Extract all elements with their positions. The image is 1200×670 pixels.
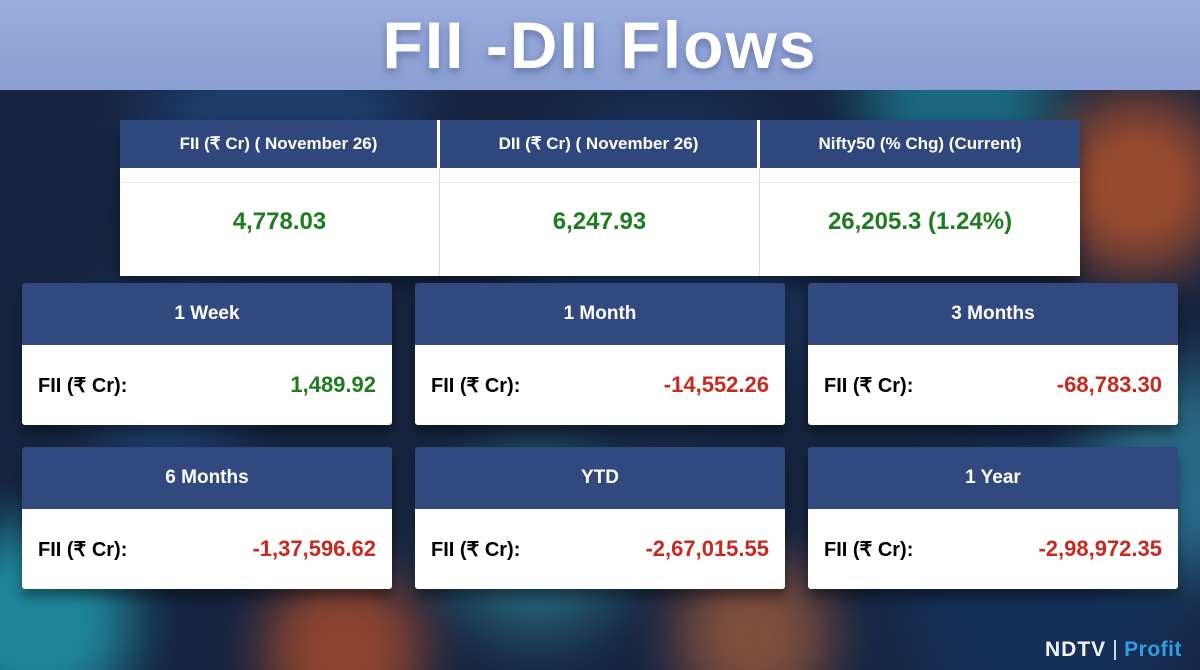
card-body: FII (₹ Cr): 1,489.92 [22, 345, 392, 425]
card-title: 6 Months [22, 447, 392, 509]
card-label: FII (₹ Cr): [38, 538, 128, 561]
summary-value-fii: 4,778.03 [120, 168, 440, 276]
card-body: FII (₹ Cr): -14,552.26 [415, 345, 785, 425]
period-card-ytd: YTD FII (₹ Cr): -2,67,015.55 [415, 447, 785, 589]
card-value: -1,37,596.62 [252, 536, 376, 561]
card-title: 3 Months [808, 283, 1178, 345]
card-label: FII (₹ Cr): [431, 538, 521, 561]
card-label: FII (₹ Cr): [431, 374, 521, 397]
period-card-3-months: 3 Months FII (₹ Cr): -68,783.30 [808, 283, 1178, 425]
summary-header-nifty: Nifty50 (% Chg) (Current) [760, 120, 1080, 168]
period-card-6-months: 6 Months FII (₹ Cr): -1,37,596.62 [22, 447, 392, 589]
card-title: 1 Week [22, 283, 392, 345]
card-label: FII (₹ Cr): [38, 374, 128, 397]
page-title: FII -DII Flows [382, 8, 818, 82]
summary-header-fii: FII (₹ Cr) ( November 26) [120, 120, 440, 168]
card-body: FII (₹ Cr): -2,98,972.35 [808, 509, 1178, 589]
title-banner: FII -DII Flows [0, 0, 1200, 90]
summary-header-dii: DII (₹ Cr) ( November 26) [440, 120, 760, 168]
card-title: YTD [415, 447, 785, 509]
ndtv-profit-logo: NDTV Profit [1045, 638, 1182, 662]
dii-value: 6,247.93 [552, 208, 647, 235]
summary-value-dii: 6,247.93 [440, 168, 760, 276]
profit-wordmark: Profit [1124, 638, 1182, 661]
fii-value: 4,778.03 [232, 208, 327, 235]
ndtv-wordmark: NDTV [1045, 638, 1107, 661]
summary-value-nifty: 26,205.3 (1.24%) [760, 168, 1080, 276]
card-value: -68,783.30 [1056, 372, 1162, 397]
card-body: FII (₹ Cr): -2,67,015.55 [415, 509, 785, 589]
card-value: -2,67,015.55 [645, 536, 769, 561]
period-card-1-month: 1 Month FII (₹ Cr): -14,552.26 [415, 283, 785, 425]
card-label: FII (₹ Cr): [824, 538, 914, 561]
card-body: FII (₹ Cr): -1,37,596.62 [22, 509, 392, 589]
card-body: FII (₹ Cr): -68,783.30 [808, 345, 1178, 425]
card-title: 1 Month [415, 283, 785, 345]
logo-divider [1114, 640, 1117, 660]
summary-table: FII (₹ Cr) ( November 26) DII (₹ Cr) ( N… [120, 120, 1080, 276]
card-value: -14,552.26 [663, 372, 769, 397]
period-cards-grid: 1 Week FII (₹ Cr): 1,489.92 1 Month FII … [22, 283, 1178, 589]
nifty-value: 26,205.3 (1.24%) [827, 208, 1013, 235]
card-title: 1 Year [808, 447, 1178, 509]
period-card-1-week: 1 Week FII (₹ Cr): 1,489.92 [22, 283, 392, 425]
period-card-1-year: 1 Year FII (₹ Cr): -2,98,972.35 [808, 447, 1178, 589]
card-label: FII (₹ Cr): [824, 374, 914, 397]
card-value: 1,489.92 [290, 372, 376, 397]
card-value: -2,98,972.35 [1038, 536, 1162, 561]
